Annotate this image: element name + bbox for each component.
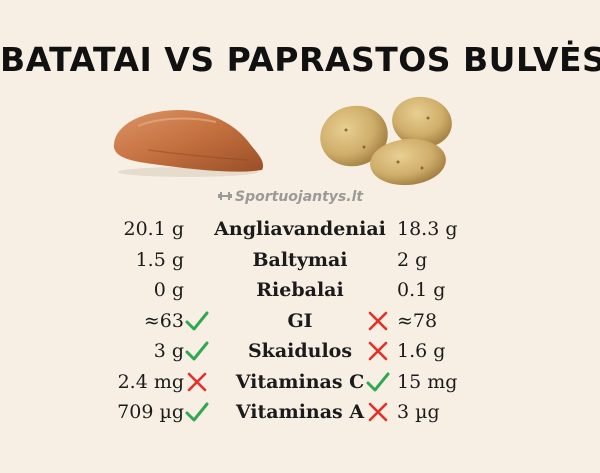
nutrient-label: Angliavandeniai (214, 218, 386, 240)
watermark: Sportuojantys.lt (218, 189, 363, 205)
barbell-icon (218, 189, 232, 205)
potato-value: 1.6 g (397, 340, 446, 362)
watermark-text: Sportuojantys.lt (235, 189, 364, 205)
sweet-potato-value: ≈63 (143, 309, 184, 332)
table-row: 2.4 mg Vitaminas C 15 mg (0, 367, 600, 397)
nutrient-label: Vitaminas C (235, 370, 365, 393)
table-row: 0 g Riebalai 0.1 g (0, 275, 600, 305)
potato-value: ≈78 (397, 309, 438, 332)
check-icon (365, 371, 391, 393)
sweet-potato-value: 2.4 mg (117, 370, 184, 393)
nutrient-label: Riebalai (256, 279, 344, 301)
sweet-potato-illustration (108, 100, 268, 178)
potato-value: 2 g (397, 248, 428, 271)
table-row: ≈63 GI ≈78 (0, 306, 600, 336)
page-title: BATATAI VS PAPRASTOS BULVĖS (0, 40, 600, 79)
potato-value: 18.3 g (397, 218, 458, 240)
table-row: 20.1 g Angliavandeniai 18.3 g (0, 214, 600, 244)
cross-icon (184, 371, 210, 393)
sweet-potato-value: 709 µg (117, 401, 184, 423)
potato-value: 0.1 g (397, 279, 446, 301)
nutrient-label: GI (287, 309, 313, 332)
cross-icon (365, 340, 391, 362)
potatoes-illustration (318, 92, 458, 187)
potato-value: 15 mg (397, 370, 458, 393)
check-icon (184, 401, 210, 423)
check-icon (184, 310, 210, 332)
cross-icon (365, 401, 391, 423)
sweet-potato-value: 20.1 g (123, 218, 184, 240)
check-icon (184, 340, 210, 362)
nutrient-label: Vitaminas A (235, 401, 365, 423)
table-row: 3 g Skaidulos 1.6 g (0, 336, 600, 366)
potato-value: 3 µg (397, 401, 440, 423)
table-row: 709 µg Vitaminas A 3 µg (0, 397, 600, 427)
sweet-potato-value: 1.5 g (135, 248, 184, 271)
sweet-potato-value: 0 g (153, 279, 184, 301)
cross-icon (365, 310, 391, 332)
sweet-potato-value: 3 g (153, 340, 184, 362)
nutrient-label: Skaidulos (247, 340, 353, 362)
nutrient-label: Baltymai (252, 248, 348, 271)
table-row: 1.5 g Baltymai 2 g (0, 245, 600, 275)
